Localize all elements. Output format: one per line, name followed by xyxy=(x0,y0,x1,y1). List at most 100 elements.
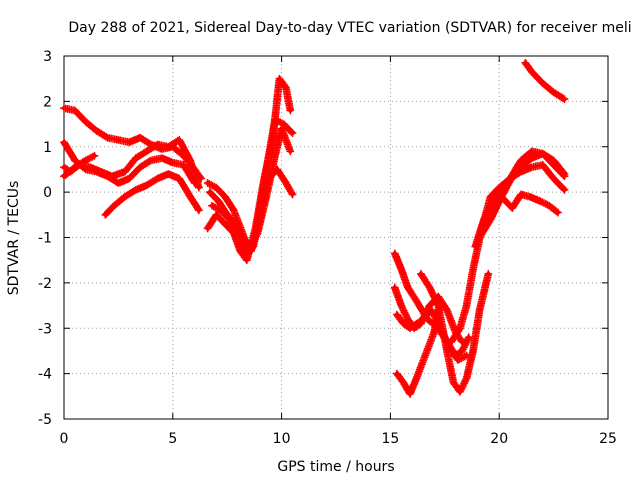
series-arc-3 xyxy=(60,138,199,187)
series-markers xyxy=(521,58,569,104)
data-point xyxy=(507,178,513,183)
data-point xyxy=(407,391,413,397)
data-point xyxy=(155,142,160,147)
data-point xyxy=(283,180,289,186)
data-point xyxy=(444,348,450,354)
data-point xyxy=(401,380,406,385)
data-point xyxy=(460,339,465,345)
y-tick-label: 0 xyxy=(43,185,52,201)
data-point xyxy=(192,180,197,186)
data-point xyxy=(133,155,138,161)
data-point xyxy=(127,140,132,145)
data-point xyxy=(427,285,432,290)
data-point xyxy=(488,217,493,222)
data-point xyxy=(290,130,295,136)
series-arc-14 xyxy=(416,269,493,396)
data-point xyxy=(116,180,121,186)
data-point xyxy=(481,217,487,222)
data-point xyxy=(399,267,404,272)
data-point xyxy=(490,199,495,204)
data-point xyxy=(449,339,454,345)
data-point xyxy=(420,317,426,322)
data-point xyxy=(133,187,138,193)
data-point xyxy=(399,303,404,308)
y-tick-label: -5 xyxy=(38,412,52,428)
data-point xyxy=(523,60,528,65)
data-point xyxy=(279,126,284,131)
y-tick-label: 3 xyxy=(43,49,52,65)
data-point xyxy=(551,90,556,95)
data-point xyxy=(61,106,67,111)
data-point xyxy=(196,185,202,190)
y-tick-label: -1 xyxy=(38,231,52,247)
x-tick-label: 25 xyxy=(599,431,617,447)
series-arc-4 xyxy=(101,170,203,219)
data-point xyxy=(83,158,89,163)
data-point xyxy=(177,137,182,143)
data-point xyxy=(148,158,154,163)
data-point xyxy=(405,317,410,322)
x-tick-labels: 0 5 10 15 20 25 xyxy=(60,431,617,447)
data-point xyxy=(209,203,215,208)
data-point xyxy=(436,303,441,308)
data-point xyxy=(529,155,534,161)
data-point xyxy=(499,194,504,199)
y-tick-label: 1 xyxy=(43,140,52,156)
data-point xyxy=(401,321,406,326)
y-tick-label: -3 xyxy=(38,321,52,337)
x-tick-label: 15 xyxy=(381,431,399,447)
data-point xyxy=(464,303,469,308)
data-point xyxy=(444,307,450,313)
data-point xyxy=(61,165,67,170)
data-point xyxy=(188,194,193,199)
data-point xyxy=(538,199,543,204)
data-point xyxy=(72,165,78,170)
data-point xyxy=(562,96,567,102)
data-point xyxy=(233,221,239,227)
data-point xyxy=(155,176,160,181)
data-point xyxy=(94,128,99,134)
data-point xyxy=(414,298,419,304)
series-arc-5 xyxy=(60,151,99,181)
data-point xyxy=(529,69,534,75)
data-point xyxy=(473,244,478,249)
data-point xyxy=(207,189,212,195)
data-point xyxy=(394,371,400,376)
data-point xyxy=(94,169,99,174)
data-point xyxy=(555,210,561,215)
data-point xyxy=(72,108,78,113)
data-point xyxy=(170,160,175,165)
data-point xyxy=(222,194,228,199)
data-point xyxy=(216,199,221,204)
data-point xyxy=(431,330,437,335)
data-point xyxy=(166,171,171,177)
data-point xyxy=(272,153,278,158)
x-axis-label: GPS time / hours xyxy=(277,459,394,475)
y-axis-label: SDTVAR / TECUs xyxy=(6,181,22,296)
data-point xyxy=(288,149,293,154)
data-point xyxy=(457,326,463,331)
data-point xyxy=(181,162,186,168)
data-point xyxy=(464,376,469,381)
data-point xyxy=(477,307,482,313)
x-tick-label: 20 xyxy=(490,431,508,447)
data-point xyxy=(255,221,260,227)
data-point xyxy=(196,208,202,213)
data-point xyxy=(61,174,67,179)
data-point xyxy=(92,153,97,158)
data-point xyxy=(518,165,524,170)
series-arc-18 xyxy=(475,190,562,242)
data-point xyxy=(188,158,193,163)
data-point xyxy=(405,285,410,290)
data-point xyxy=(527,194,532,199)
data-point xyxy=(222,221,228,227)
y-tick-labels: -5 -4 -3 -2 -1 0 1 2 3 xyxy=(38,49,52,428)
data-point xyxy=(116,137,121,143)
data-point xyxy=(414,321,419,326)
series-markers xyxy=(203,124,295,256)
data-point xyxy=(281,121,286,127)
x-tick-label: 5 xyxy=(168,431,177,447)
series-arc-7 xyxy=(203,124,295,256)
data-point xyxy=(144,149,149,154)
